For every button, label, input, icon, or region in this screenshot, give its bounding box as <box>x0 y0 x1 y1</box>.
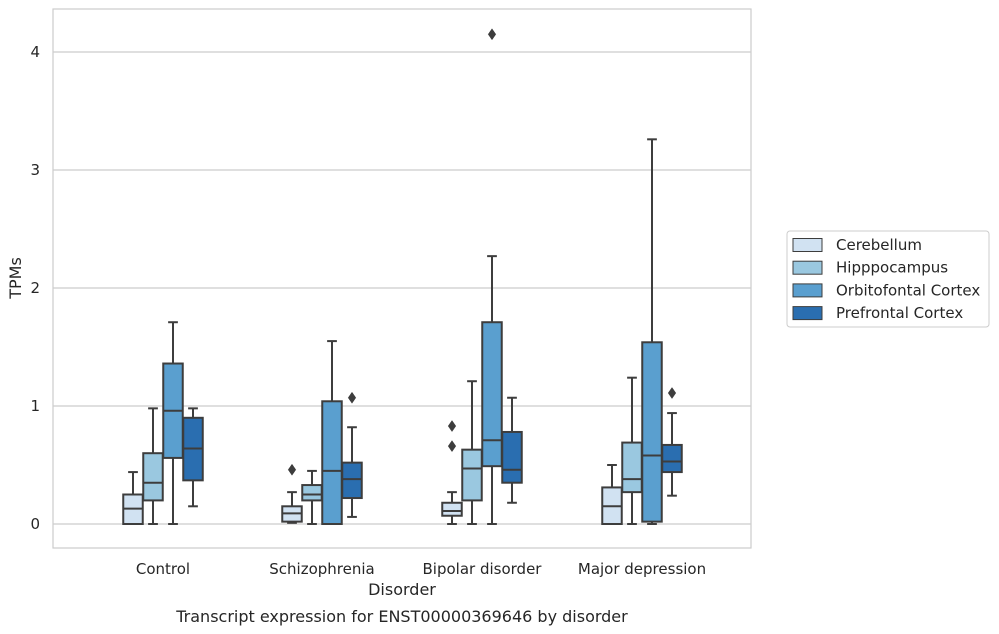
box <box>142 452 164 502</box>
box-group <box>301 469 323 525</box>
box <box>461 448 483 502</box>
legend-swatch <box>792 260 823 275</box>
y-tick-label: 2 <box>30 279 40 297</box>
outlier-point <box>487 28 497 41</box>
y-tick-label: 3 <box>30 161 40 179</box>
box-group <box>281 463 303 524</box>
box-group <box>142 407 164 525</box>
y-tick-labels: 0 1 2 3 4 <box>30 43 40 533</box>
box-group <box>341 391 363 518</box>
box-group <box>321 340 343 525</box>
legend: Cerebellum Hipppocampus Orbitofontal Corte… <box>786 230 990 328</box>
x-tick-label: Major depression <box>578 560 706 578</box>
box <box>481 321 503 468</box>
legend-label: Orbitofontal Cortex <box>836 281 980 299</box>
box-group <box>661 387 683 497</box>
box-group <box>122 471 144 525</box>
plot-area-frame <box>52 8 752 549</box>
box <box>341 461 363 500</box>
outlier-point <box>347 391 357 404</box>
outlier-point <box>667 387 677 399</box>
x-tick-labels: Control Schizophrenia Bipolar disorder Majo… <box>136 560 706 578</box>
box <box>441 501 463 517</box>
box <box>661 443 683 474</box>
legend-label: Prefrontal Cortex <box>836 304 963 322</box>
box-group <box>621 376 643 525</box>
x-tick-label: Control <box>136 560 190 578</box>
outlier-point <box>447 440 457 453</box>
box-group <box>461 380 483 525</box>
box-group <box>481 28 503 525</box>
box-group <box>441 420 463 525</box>
x-tick-label: Schizophrenia <box>269 560 374 578</box>
legend-label: Hipppocampus <box>836 259 948 277</box>
box <box>501 430 523 484</box>
box <box>621 441 643 494</box>
box-group <box>162 321 184 525</box>
legend-swatch <box>792 283 823 298</box>
legend-items: Cerebellum Hipppocampus Orbitofontal Corte… <box>792 236 980 322</box>
y-tick-label: 1 <box>30 397 40 415</box>
y-axis-title: TPMs <box>6 257 25 300</box>
box-group <box>601 464 623 526</box>
boxes <box>122 28 683 526</box>
outlier-point <box>447 420 457 432</box>
legend-swatch <box>792 306 823 321</box>
chart-caption: Transcript expression for ENST0000036964… <box>175 607 628 626</box>
x-tick-label: Bipolar disorder <box>423 560 543 578</box>
box-group <box>641 138 663 525</box>
box <box>641 341 663 523</box>
outlier-point <box>287 463 297 476</box>
box <box>321 400 343 525</box>
y-tick-label: 0 <box>30 515 40 533</box>
legend-frame <box>786 230 990 328</box>
legend-swatch <box>792 238 823 252</box>
x-axis-title: Disorder <box>368 580 436 599</box>
y-tick-label: 4 <box>30 43 40 61</box>
box-group <box>501 396 523 504</box>
box-group <box>182 407 204 508</box>
legend-label: Cerebellum <box>836 236 922 254</box>
box <box>301 484 323 502</box>
